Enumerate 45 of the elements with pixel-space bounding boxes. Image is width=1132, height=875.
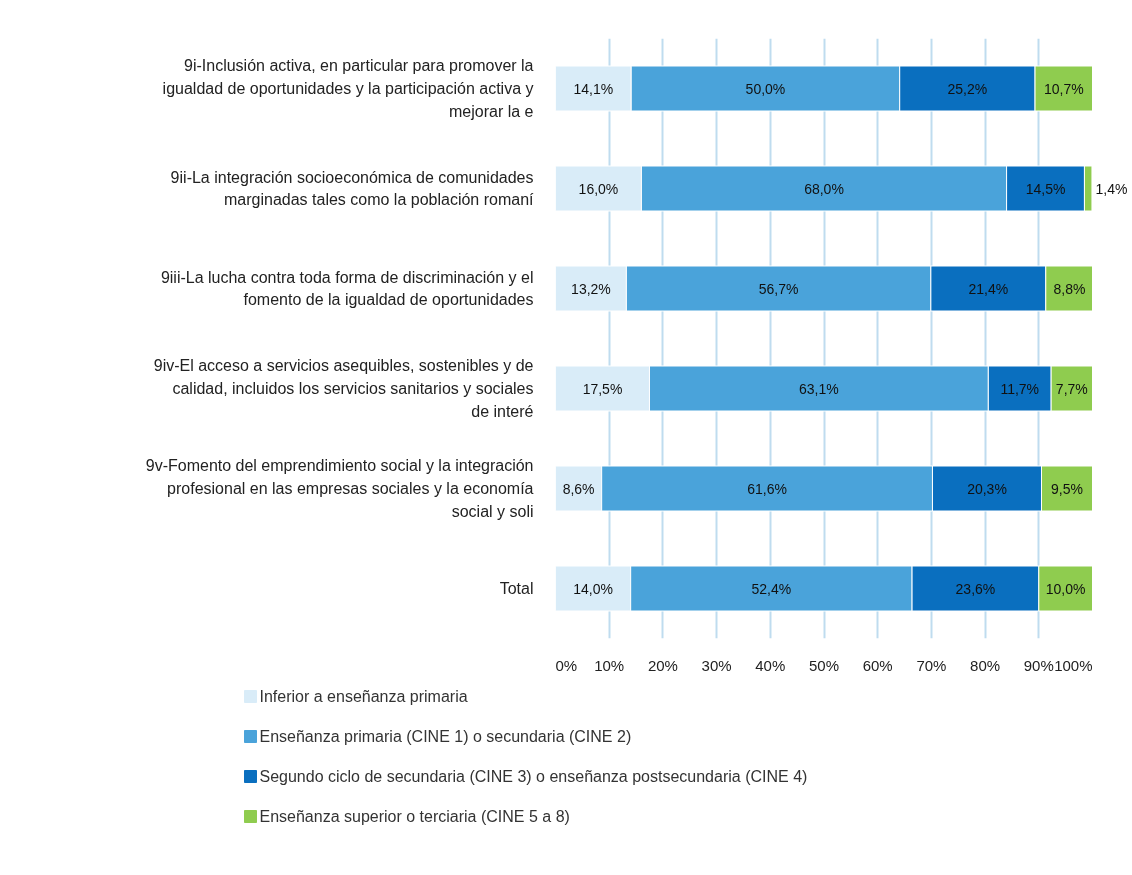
x-tick-label: 40% (755, 656, 786, 674)
x-tick-label: 90% (1023, 656, 1054, 674)
y-tick-label: 9ii-La integración socioeconómica de comunidades marginadas tales como la población romaní (170, 168, 535, 209)
legend-label: Inferior a enseñanza primaria (259, 688, 468, 705)
data-label: 13,2% (571, 280, 611, 297)
y-tick-label: 9iv-El acceso a servicios asequibles, sostenibles y de calidad, incluidos los servicios sanitarios y sociales de interé (153, 357, 534, 420)
data-label: 8,8% (1053, 280, 1086, 297)
data-label: 21,4% (968, 280, 1009, 297)
data-label: 17,5% (582, 380, 623, 397)
data-label: 20,3% (967, 480, 1007, 497)
x-tick-label: 70% (916, 656, 947, 674)
data-label: 10,0% (1045, 580, 1086, 597)
data-label: 68,0% (804, 180, 844, 197)
y-tick-label: 9i-Inclusión activa, en particular para promover la igualdad de oportunidades y la participación activa y mejorar la e (162, 57, 534, 120)
x-tick-label: 100% (1054, 656, 1093, 674)
y-tick-label: 9v-Fomento del emprendimiento social y la integración profesional en las empresas sociales y la economía social y soli (145, 457, 534, 520)
data-label: 7,7% (1055, 380, 1088, 397)
data-label: 23,6% (955, 580, 996, 597)
legend-label: Segundo ciclo de secundaria (CINE 3) o enseñanza postsecundaria (CINE 4) (259, 768, 808, 785)
x-tick-label: 50% (808, 656, 840, 674)
legend-label: Enseñanza primaria (CINE 1) o secundaria (CINE 2) (259, 728, 632, 745)
x-tick-label: 10% (594, 656, 625, 674)
x-tick-label: 30% (701, 656, 732, 674)
data-label: 14,5% (1025, 180, 1066, 197)
data-label: 61,6% (747, 480, 787, 497)
data-label: 14,1% (573, 80, 614, 97)
data-label: 14,0% (573, 580, 613, 597)
data-label: 9,5% (1051, 480, 1083, 497)
data-label: 11,7% (1000, 380, 1040, 397)
x-tick-label: 0% (555, 656, 578, 674)
data-label: 10,7% (1043, 80, 1084, 97)
x-tick-label: 60% (862, 656, 893, 674)
x-tick-label: 20% (647, 656, 678, 674)
data-label: 56,7% (758, 280, 799, 297)
data-label: 16,0% (578, 180, 619, 197)
y-tick-label: 9iii-La lucha contra toda forma de discriminación y el fomento de la igualdad de oportunidades (160, 268, 534, 309)
data-label: 52,4% (751, 580, 792, 597)
data-label: 8,6% (562, 480, 595, 497)
data-label: 50,0% (745, 80, 786, 97)
data-label: 63,1% (799, 380, 839, 397)
y-tick-label: Total (499, 580, 534, 597)
x-tick-label: 80% (970, 656, 1001, 674)
legend-label: Enseñanza superior o terciaria (CINE 5 a 8) (259, 808, 570, 825)
data-label: 1,4% (1095, 180, 1128, 197)
data-label: 25,2% (947, 80, 988, 97)
